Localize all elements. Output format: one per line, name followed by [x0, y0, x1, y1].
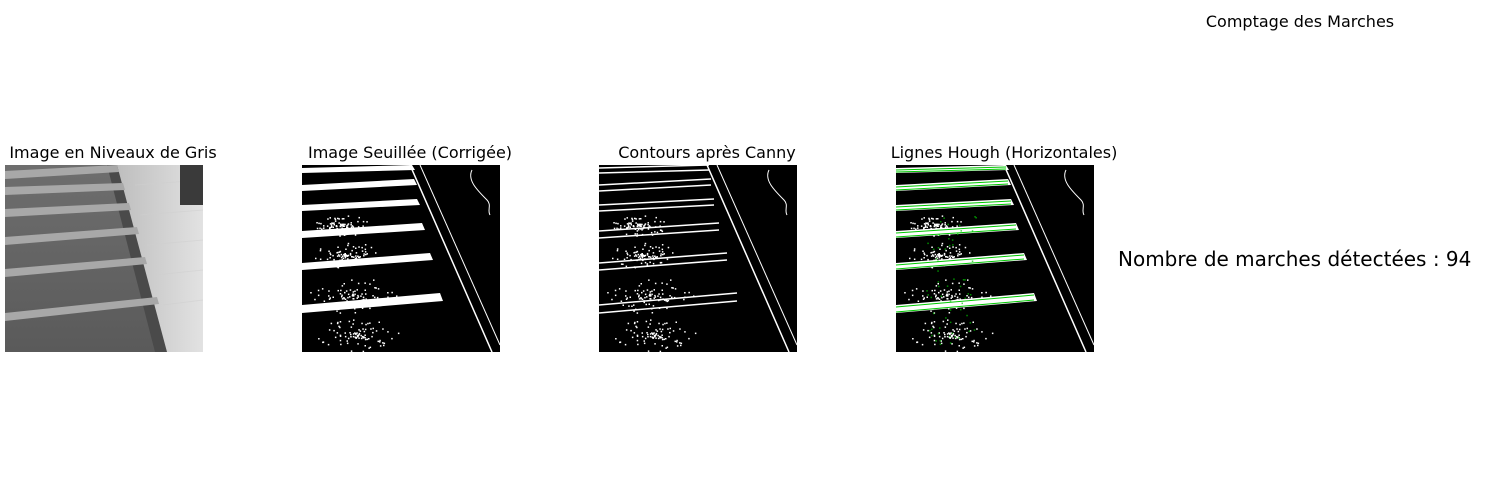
step-count-result: Nombre de marches détectées : 94	[1118, 247, 1472, 271]
panel-title-hough: Lignes Hough (Horizontales)	[890, 143, 1118, 162]
canny-image	[599, 165, 797, 352]
figure-suptitle: Comptage des Marches	[1205, 12, 1395, 31]
hough-image	[896, 165, 1094, 352]
threshold-image	[302, 165, 500, 352]
panel-hough: Lignes Hough (Horizontales)	[884, 143, 1124, 352]
panel-grayscale: Image en Niveaux de Gris	[0, 143, 233, 352]
panel-title-canny: Contours après Canny	[618, 143, 796, 162]
grayscale-image	[5, 165, 203, 352]
panel-title-grayscale: Image en Niveaux de Gris	[9, 143, 217, 162]
panel-title-threshold: Image Seuillée (Corrigée)	[307, 143, 513, 162]
panel-canny: Contours après Canny	[587, 143, 827, 352]
panel-threshold: Image Seuillée (Corrigée)	[290, 143, 530, 352]
